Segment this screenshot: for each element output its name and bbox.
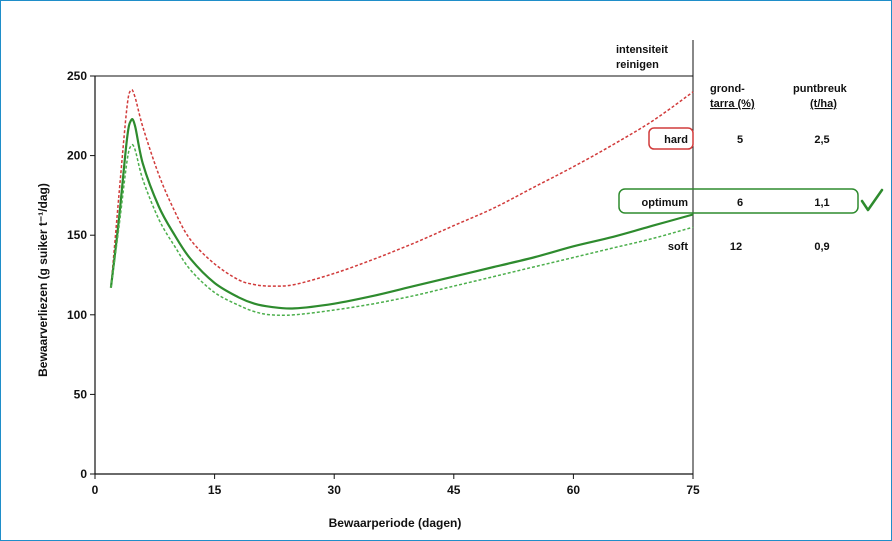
series-optimum-line [109,118,694,310]
row-hard-puntbreuk: 2,5 [814,134,829,146]
x-tick-label: 15 [208,483,222,497]
y-axis-title: Bewaarverliezen (g suiker t⁻¹/dag) [36,183,50,377]
checkmark-icon [860,188,884,212]
plot-area [94,40,694,475]
series-hard-line [110,88,694,288]
row-optimum-puntbreuk: 1,1 [814,197,829,209]
x-tick-label: 0 [92,483,99,497]
axis-ticks: 0 15 30 45 60 75 0 50 100 150 200 250 [67,69,700,497]
y-tick-label: 0 [80,467,87,481]
x-tick-label: 30 [328,483,342,497]
row-hard-grondtarra: 5 [737,134,743,146]
row-optimum-grondtarra: 6 [737,197,743,209]
y-tick-label: 150 [67,228,87,242]
y-tick-label: 200 [67,149,87,163]
col-grondtarra-header-line2: tarra (%) [710,98,755,110]
table-heading-line2: reinigen [616,59,659,71]
y-tick-label: 50 [74,387,88,401]
y-tick-label: 250 [67,69,87,83]
col-puntbreuk-header-line1: puntbreuk [793,83,848,95]
x-tick-label: 60 [567,483,581,497]
col-grondtarra-header-line1: grond- [710,83,745,95]
series-layer [109,88,694,317]
hard-label-box [648,127,694,150]
row-hard-label: hard [664,134,688,146]
x-tick-label: 45 [447,483,461,497]
optimum-row-highlight [618,188,859,214]
row-optimum-label: optimum [642,197,689,209]
x-tick-label: 75 [686,483,700,497]
x-axis-title: Bewaarperiode (dagen) [329,516,462,530]
row-soft-label: soft [668,241,689,253]
row-soft-grondtarra: 12 [730,241,742,253]
row-soft-puntbreuk: 0,9 [814,241,829,253]
table-heading-line1: intensiteit [616,44,668,56]
col-puntbreuk-header-line2: (t/ha) [810,98,837,110]
y-tick-label: 100 [67,308,87,322]
